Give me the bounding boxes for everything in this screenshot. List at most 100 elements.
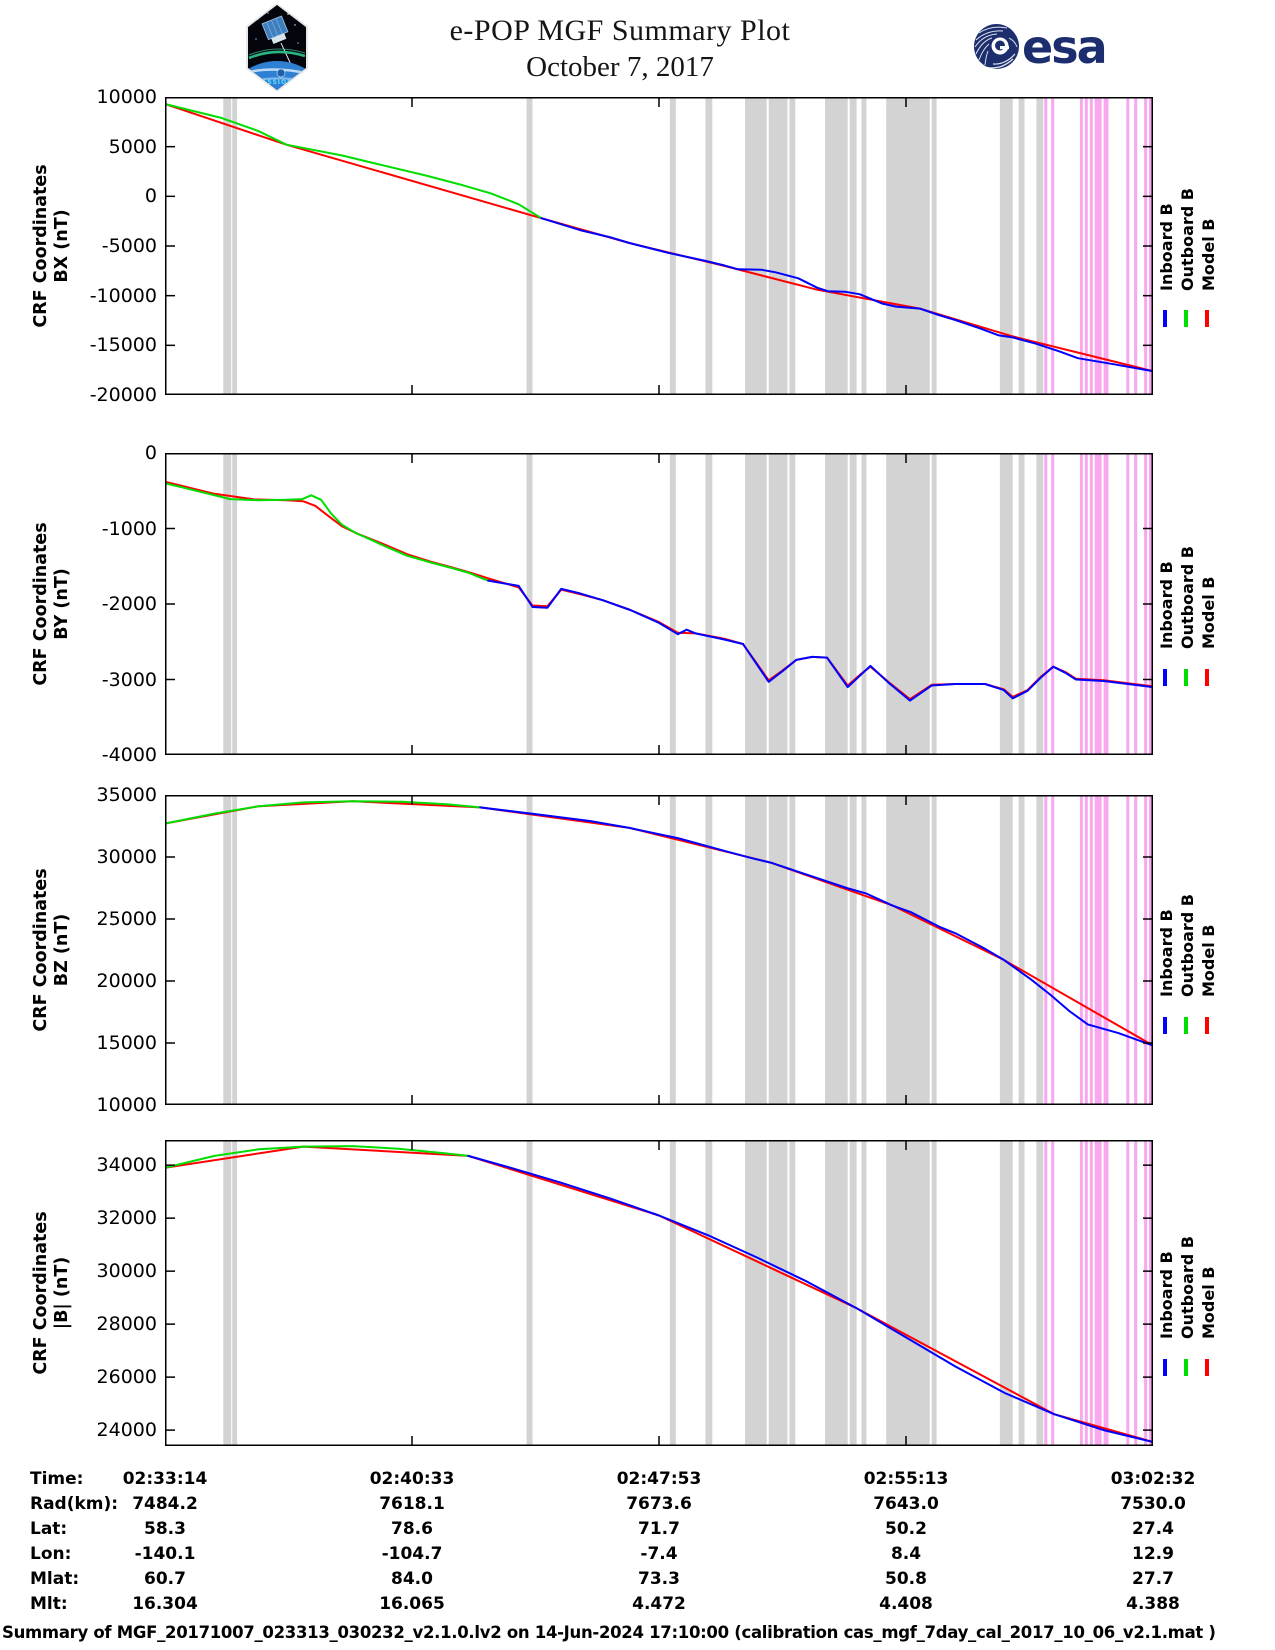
y-tick-label: 30000 [96, 846, 157, 868]
table-cell: 16.065 [379, 1594, 445, 1614]
patch-label: CASSIOPE [256, 79, 298, 86]
y-axis-label-line: CRF Coordinates [31, 868, 51, 1032]
y-tick-label: 5000 [108, 135, 157, 158]
panel-bx: CRF Coordinates BX (nT) 10000 5000 0 -5000 -10… [0, 87, 1275, 405]
legend-bz: Inboard B Outboard B Model B [1157, 795, 1237, 1105]
table-cell: 84.0 [391, 1569, 433, 1589]
legend-label-inboard: Inboard B [1157, 203, 1176, 291]
table-cell: 58.3 [144, 1519, 186, 1539]
table-cell: 4.408 [879, 1594, 933, 1614]
inboard-b-line [479, 806, 1153, 1047]
plot-area-bx [165, 97, 1153, 395]
table-cell: 02:47:53 [616, 1469, 702, 1489]
table-cell: 7530.0 [1120, 1494, 1186, 1514]
plot-area-by [165, 453, 1153, 755]
event-marker-lines [1044, 454, 1152, 754]
file-summary-footer: Summary of MGF_20171007_023313_030232_v2… [2, 1623, 1216, 1642]
axis-ticks [166, 1141, 1152, 1445]
legend-swatch-outboard [1184, 1359, 1188, 1376]
outboard-b-line [165, 482, 490, 582]
table-row-label: Mlt: [30, 1594, 68, 1614]
satellite-icon [261, 15, 289, 45]
y-axis-label-line: CRF Coordinates [31, 1211, 51, 1375]
plot-area-bz [165, 795, 1153, 1105]
data-gap-bands [223, 454, 1044, 754]
table-cell: 71.7 [638, 1519, 680, 1539]
panel-bmag: CRF Coordinates |B| (nT) 34000 32000 30000 28… [0, 1140, 1275, 1446]
event-marker-lines [1044, 1141, 1152, 1445]
axis-ticks [166, 97, 1152, 395]
axis-box [165, 1140, 1153, 1446]
y-tick-label: 20000 [96, 970, 157, 992]
table-cell: 50.8 [885, 1569, 927, 1589]
esa-logo: esa [973, 19, 1108, 74]
legend-swatch-inboard [1163, 1017, 1167, 1034]
esa-globe-icon [974, 24, 1019, 69]
table-row-label: Rad(km): [30, 1494, 119, 1514]
legend-swatch-outboard [1184, 669, 1188, 686]
y-axis-label-line: BZ (nT) [52, 913, 72, 987]
table-cell: 27.7 [1132, 1569, 1174, 1589]
legend-swatch-model [1205, 669, 1209, 686]
y-tick-label: -2000 [101, 593, 157, 615]
y-tick-label: -15000 [89, 334, 157, 357]
table-cell: -7.4 [640, 1544, 678, 1564]
legend-label-inboard: Inboard B [1157, 909, 1176, 997]
panel-bz: CRF Coordinates BZ (nT) 35000 30000 25000 200… [0, 785, 1275, 1115]
data-gap-bands [223, 98, 1044, 394]
y-tick-label: 0 [144, 442, 157, 464]
legend-swatch-model [1205, 310, 1209, 327]
y-tick-label: 26000 [96, 1366, 157, 1389]
event-marker-lines [1044, 98, 1152, 394]
y-tick-label: 10000 [96, 86, 157, 108]
event-marker-lines [1044, 796, 1152, 1104]
table-cell: -104.7 [381, 1544, 443, 1564]
table-cell: 7673.6 [626, 1494, 692, 1514]
legend-label-inboard: Inboard B [1157, 1251, 1176, 1339]
table-cell: 02:40:33 [369, 1469, 455, 1489]
legend-swatch-inboard [1163, 669, 1167, 686]
table-cell: 02:33:14 [122, 1469, 208, 1489]
legend-label-outboard: Outboard B [1178, 894, 1197, 997]
legend-swatch-model [1205, 1017, 1209, 1034]
data-gap-bands [223, 796, 1044, 1104]
table-cell: 27.4 [1132, 1519, 1174, 1539]
y-tick-label: -4000 [101, 744, 157, 766]
y-tick-label: 25000 [96, 908, 157, 930]
esa-logo-text: esa [1022, 19, 1108, 74]
table-cell: 7618.1 [379, 1494, 445, 1514]
legend-label-model: Model B [1199, 1266, 1218, 1339]
panel-by: CRF Coordinates BY (nT) 0 -1000 -2000 -3000 -4… [0, 443, 1275, 765]
legend-swatch-model [1205, 1359, 1209, 1376]
y-tick-label: 30000 [96, 1260, 157, 1283]
legend-swatch-inboard [1163, 310, 1167, 327]
table-cell: 7484.2 [132, 1494, 198, 1514]
y-tick-label: 15000 [96, 1032, 157, 1054]
table-cell: 12.9 [1132, 1544, 1174, 1564]
y-tick-label: -20000 [89, 384, 157, 406]
table-row-label: Time: [30, 1469, 84, 1489]
inboard-b-line [487, 579, 1153, 702]
table-cell: 78.6 [391, 1519, 433, 1539]
patch-scene [248, 12, 306, 90]
axis-box [165, 97, 1153, 395]
title-block: e-POP MGF Summary Plot October 7, 2017 [330, 14, 910, 84]
page-date: October 7, 2017 [526, 51, 714, 83]
legend-label-model: Model B [1199, 218, 1218, 291]
patch-artwork: CASSIOPE [248, 5, 306, 90]
legend-label-outboard: Outboard B [1178, 188, 1197, 291]
plot-area-bmag [165, 1140, 1153, 1446]
table-cell: 16.304 [132, 1594, 198, 1614]
y-tick-label: 32000 [96, 1207, 157, 1230]
table-row-label: Lon: [30, 1544, 72, 1564]
outboard-b-line [165, 800, 482, 825]
table-cell: 60.7 [144, 1569, 186, 1589]
legend-bx: Inboard B Outboard B Model B [1157, 97, 1237, 395]
axis-box [165, 795, 1153, 1105]
aurora-arc [248, 50, 306, 60]
y-tick-label: 28000 [96, 1313, 157, 1336]
y-tick-label: 24000 [96, 1419, 157, 1442]
y-tick-label: 0 [144, 185, 157, 208]
y-tick-label: -3000 [101, 668, 157, 691]
legend-swatch-outboard [1184, 1017, 1188, 1034]
